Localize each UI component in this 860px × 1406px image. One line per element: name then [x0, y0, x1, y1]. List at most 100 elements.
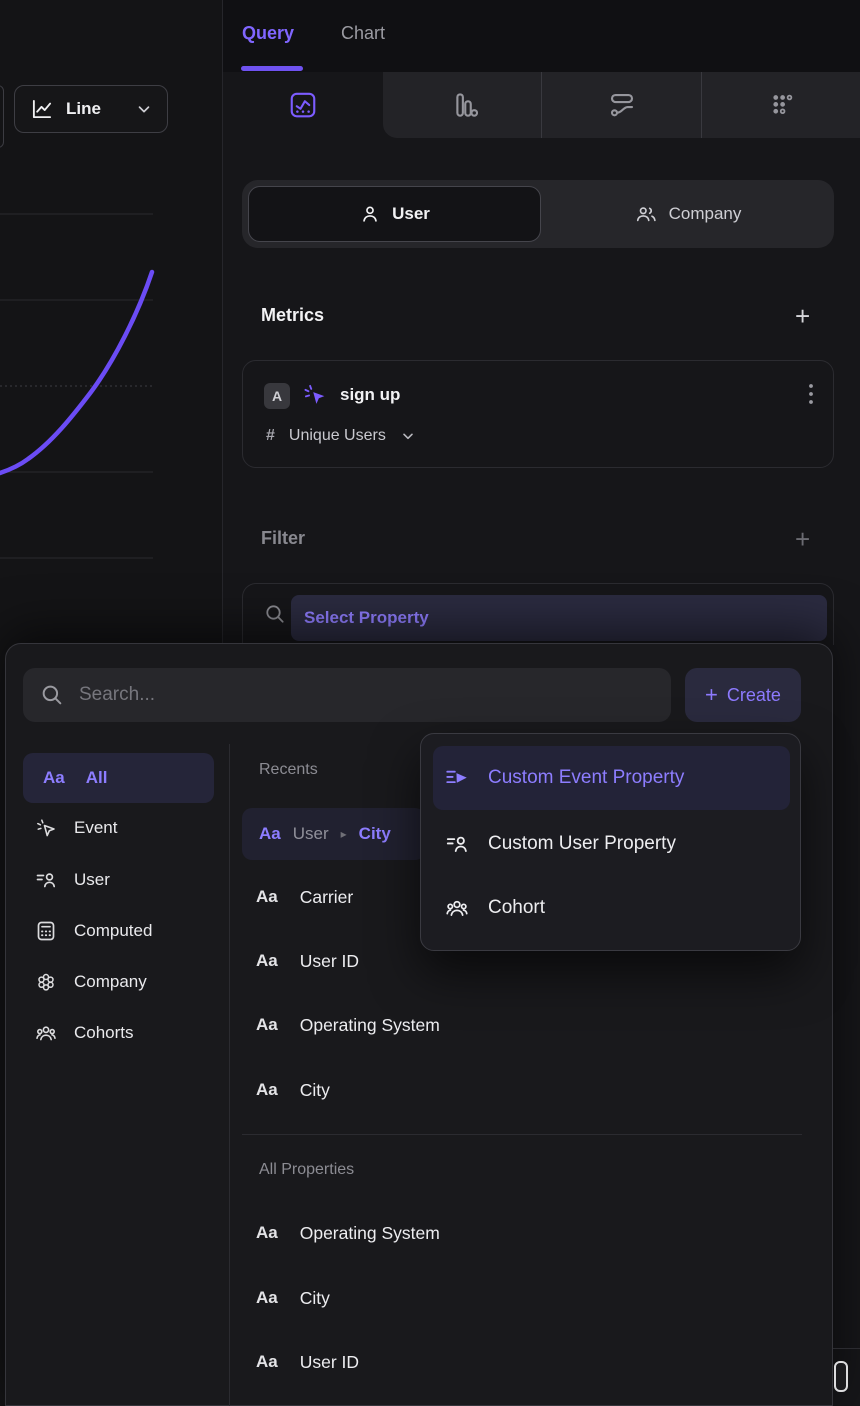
clipped-button-edge — [0, 85, 4, 148]
aa-icon: Aa — [256, 1288, 278, 1307]
menu-item-cohort[interactable]: Cohort — [433, 876, 790, 940]
aggregation-label: Unique Users — [288, 427, 386, 444]
aa-icon: Aa — [256, 887, 278, 906]
recent-item[interactable]: Aa Operating System — [242, 999, 662, 1051]
chevron-down-icon — [403, 433, 413, 440]
menu-item-label: Custom Event Property — [488, 767, 685, 788]
custom-event-property-icon — [446, 770, 467, 784]
recent-item[interactable]: Aa Carrier — [242, 871, 662, 923]
computed-calculator-icon — [37, 921, 55, 941]
property-item[interactable]: Aa City — [242, 1272, 662, 1324]
metric-card[interactable]: A sign up # Unique Users — [242, 360, 834, 468]
category-computed[interactable]: Computed — [23, 905, 214, 957]
tab-insights[interactable] — [223, 72, 382, 138]
toggle-company-label: Company — [668, 204, 742, 223]
property-label: User ID — [299, 1351, 360, 1372]
category-company[interactable]: Company — [23, 956, 214, 1008]
toggle-option-company[interactable]: Company — [541, 180, 834, 248]
menu-item-custom-event-property[interactable]: Custom Event Property — [433, 746, 790, 810]
create-menu-popup: Custom Event Property Custom User Proper… — [420, 733, 801, 951]
aa-icon: Aa — [259, 824, 281, 843]
aa-icon: Aa — [256, 1080, 278, 1099]
toggle-user-label: User — [392, 204, 430, 223]
menu-item-custom-user-property[interactable]: Custom User Property — [433, 812, 790, 876]
metrics-title: Metrics — [261, 305, 325, 325]
category-user-label: User — [74, 870, 110, 889]
chevron-down-icon — [138, 106, 150, 113]
category-cohorts[interactable]: Cohorts — [23, 1007, 214, 1059]
tab-chart[interactable]: Chart — [341, 23, 386, 43]
aggregation-selector[interactable]: # Unique Users — [266, 427, 416, 445]
category-company-label: Company — [74, 972, 147, 991]
select-property-field[interactable]: Select Property — [291, 595, 827, 641]
tab-divider — [701, 72, 702, 138]
user-icon — [363, 206, 377, 222]
active-tab-underline — [241, 66, 303, 71]
line-chart-icon — [32, 99, 52, 119]
category-user[interactable]: User — [23, 854, 214, 906]
tab-divider — [541, 72, 542, 138]
search-input[interactable] — [79, 684, 655, 706]
company-cluster-icon — [38, 973, 54, 991]
chart-type-label: Line — [66, 99, 101, 118]
category-all-label: All — [85, 768, 108, 787]
menu-item-label: Custom User Property — [488, 833, 676, 854]
kebab-menu-icon[interactable] — [801, 381, 821, 407]
create-button-label: Create — [726, 684, 781, 705]
list-divider — [242, 1134, 802, 1135]
select-property-label: Select Property — [304, 608, 429, 627]
company-users-icon — [636, 207, 656, 222]
tab-bar-chart[interactable] — [383, 72, 542, 138]
all-properties-header: All Properties — [259, 1161, 355, 1178]
property-label: User ID — [299, 950, 360, 971]
filter-title: Filter — [261, 528, 306, 548]
add-filter-button[interactable]: + — [795, 524, 811, 554]
clipped-panel-edge — [833, 1348, 860, 1349]
panel-header: Query Chart — [223, 0, 860, 72]
category-computed-label: Computed — [74, 921, 153, 940]
recent-parent-label: User — [292, 824, 329, 843]
menu-item-label: Cohort — [488, 897, 546, 918]
property-label: City — [299, 1287, 330, 1308]
flows-icon — [610, 93, 633, 117]
line-chart — [0, 213, 155, 559]
insights-chart-icon — [290, 92, 315, 118]
tab-retention[interactable] — [702, 72, 860, 138]
aa-icon: Aa — [256, 1352, 278, 1371]
entity-toggle: User Company — [242, 180, 834, 248]
toggle-option-user[interactable]: User — [248, 186, 541, 242]
event-icon — [304, 384, 325, 404]
create-button[interactable]: + Create — [685, 668, 801, 722]
search-icon — [266, 605, 284, 623]
hash-icon: # — [266, 427, 275, 444]
category-all[interactable]: Aa All — [23, 753, 214, 803]
event-icon — [37, 819, 55, 837]
chart-type-dropdown[interactable]: Line — [14, 85, 168, 133]
property-label: Operating System — [299, 1014, 440, 1035]
user-properties-icon — [36, 873, 56, 888]
add-metric-button[interactable]: + — [795, 301, 811, 331]
filter-card: Select Property — [242, 583, 834, 645]
category-event[interactable]: Event — [23, 802, 214, 854]
recent-item-selected[interactable]: Aa User ▸ City — [242, 808, 425, 860]
category-event-label: Event — [74, 818, 118, 837]
retention-icon — [772, 94, 792, 114]
recent-item[interactable]: Aa User ID — [242, 935, 662, 987]
tab-flows[interactable] — [542, 72, 701, 138]
modal-search-field[interactable] — [23, 668, 671, 722]
property-item[interactable]: Aa Operating System — [242, 1207, 662, 1259]
metric-series-badge: A — [264, 383, 290, 409]
tab-query[interactable]: Query — [242, 23, 295, 43]
plus-icon: + — [705, 682, 718, 707]
property-item[interactable]: Aa User ID — [242, 1336, 662, 1388]
metric-event-name: sign up — [340, 385, 401, 404]
recent-item[interactable]: Aa City — [242, 1064, 662, 1116]
clipped-button — [834, 1361, 848, 1392]
recents-header: Recents — [259, 761, 318, 778]
breadcrumb-arrow-icon: ▸ — [340, 827, 347, 841]
bar-chart-icon — [455, 93, 478, 117]
property-label: City — [299, 1079, 330, 1100]
aa-icon: Aa — [256, 1223, 278, 1242]
cohorts-icon — [36, 1026, 56, 1041]
